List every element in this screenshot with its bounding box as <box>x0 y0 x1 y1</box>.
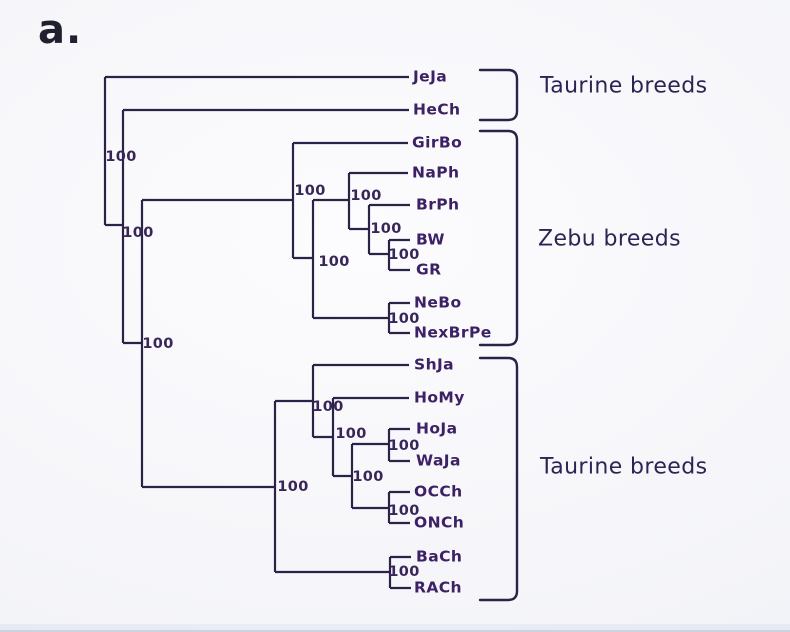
leaf-label-onch: ONCh <box>414 513 465 532</box>
leaf-label-gr: GR <box>416 260 442 279</box>
group-bracket-3 <box>478 356 519 602</box>
bootstrap-value-4: 100 <box>294 183 326 199</box>
bootstrap-value-10: 100 <box>312 399 344 415</box>
bootstrap-value-15: 100 <box>277 479 309 495</box>
leaf-label-hoja: HoJa <box>416 419 458 438</box>
bootstrap-value-8: 100 <box>318 254 350 270</box>
bootstrap-value-3: 100 <box>142 336 174 352</box>
leaf-label-bach: BaCh <box>416 547 463 566</box>
leaf-label-brph: BrPh <box>416 195 460 214</box>
panel-label: a. <box>38 7 83 53</box>
group-label-1: Taurine breeds <box>540 73 708 99</box>
leaf-label-nexbrpe: NexBrPe <box>414 323 492 342</box>
bootstrap-value-13: 100 <box>352 469 384 485</box>
group-label-2: Zebu breeds <box>538 226 681 252</box>
leaf-label-hech: HeCh <box>413 100 461 119</box>
leaf-label-shja: ShJa <box>414 355 455 374</box>
group-label-3: Taurine breeds <box>540 454 708 480</box>
bootstrap-value-7: 100 <box>388 247 420 263</box>
leaf-label-nebo: NeBo <box>414 293 462 312</box>
leaf-label-occh: OCCh <box>414 482 463 501</box>
leaf-label-girbo: GirBo <box>412 133 463 152</box>
leaf-label-rach: RACh <box>414 578 462 597</box>
bootstrap-value-1: 100 <box>105 149 137 165</box>
leaf-label-naph: NaPh <box>412 163 460 182</box>
bootstrap-value-5: 100 <box>350 188 382 204</box>
bootstrap-value-2: 100 <box>122 225 154 241</box>
leaf-label-jeja: JeJa <box>413 67 448 86</box>
bootstrap-value-11: 100 <box>335 426 367 442</box>
leaf-label-homy: HoMy <box>414 388 465 407</box>
bottom-edge-shadow <box>0 624 790 630</box>
bootstrap-value-6: 100 <box>370 221 402 237</box>
leaf-label-bw: BW <box>416 230 445 249</box>
bottom-edge-line <box>0 630 790 632</box>
group-bracket-2 <box>478 129 519 347</box>
bootstrap-value-14: 100 <box>388 503 420 519</box>
leaf-label-waja: WaJa <box>416 451 461 470</box>
bootstrap-value-12: 100 <box>388 438 420 454</box>
bootstrap-value-9: 100 <box>388 311 420 327</box>
group-bracket-1 <box>478 68 519 122</box>
bootstrap-value-16: 100 <box>388 564 420 580</box>
